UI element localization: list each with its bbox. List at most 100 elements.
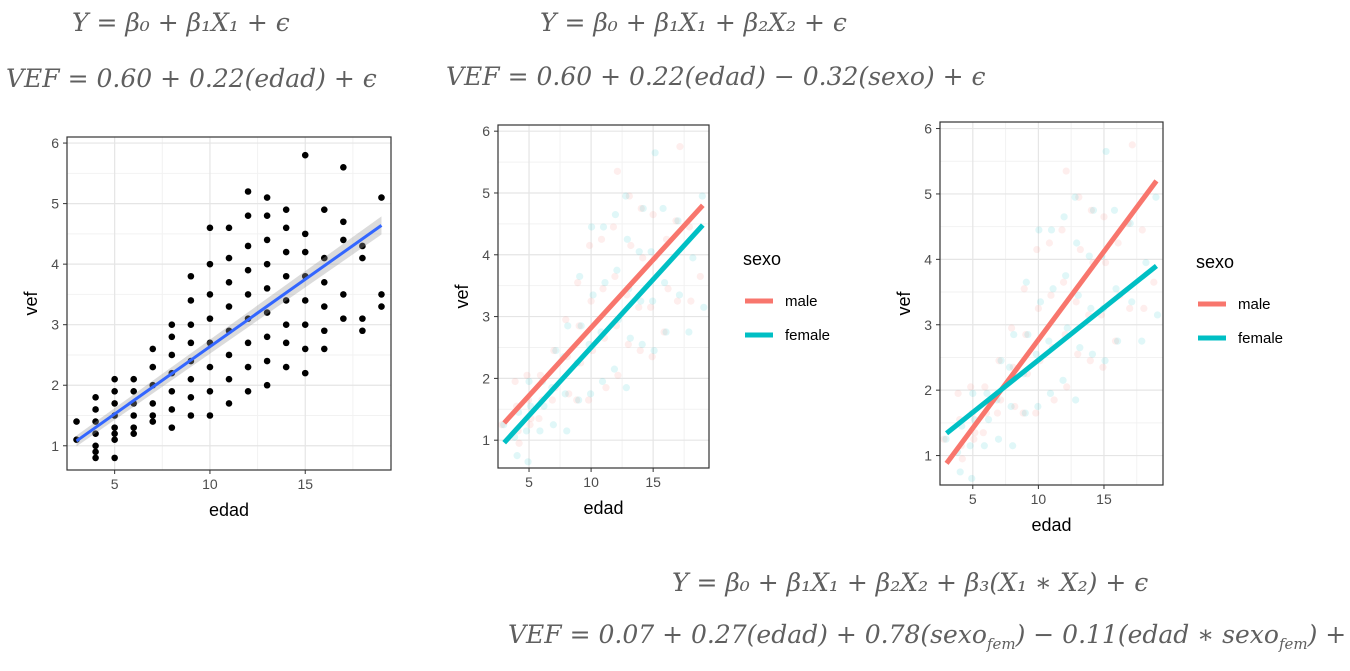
data-point-faint: [1007, 402, 1015, 411]
data-point-faint: [993, 409, 1002, 417]
data-point-faint: [1032, 409, 1040, 417]
data-point-faint: [700, 303, 708, 311]
data-point-faint: [979, 429, 987, 437]
data-point: [244, 242, 252, 250]
data-point-faint: [1111, 337, 1120, 345]
x-axis-title: edad: [583, 498, 623, 518]
y-tick-label: 2: [924, 382, 932, 398]
data-point: [187, 272, 195, 280]
data-point-faint: [562, 316, 570, 324]
data-point-faint: [511, 377, 519, 386]
data-point-faint: [1047, 226, 1056, 234]
data-point: [301, 321, 309, 328]
data-point: [378, 291, 385, 298]
data-point-faint: [685, 328, 693, 336]
data-point-faint: [968, 474, 976, 483]
data-point-faint: [674, 217, 682, 225]
data-point-faint: [575, 396, 583, 404]
data-point-faint: [1072, 298, 1080, 306]
data-point: [187, 339, 195, 347]
formula-model-interaction: Y = β₀ + β₁X₁ + β₂X₂ + β₃(X₁ ∗ X₂) + ϵ: [672, 568, 1149, 597]
data-point-faint: [625, 192, 633, 200]
data-point-faint: [675, 291, 684, 299]
y-tick-label: 2: [482, 370, 490, 386]
data-point: [130, 424, 138, 431]
data-point-faint: [1101, 259, 1110, 267]
data-point: [282, 339, 290, 347]
data-point-faint: [1005, 363, 1014, 371]
data-point-faint: [515, 439, 523, 447]
data-point: [206, 260, 214, 268]
data-point-faint: [647, 248, 655, 256]
data-point-faint: [1088, 350, 1097, 358]
data-point-faint: [611, 211, 620, 219]
data-point: [263, 357, 271, 365]
panel-border: [939, 121, 1164, 486]
data-point-faint: [1110, 206, 1119, 214]
data-point: [206, 291, 214, 298]
y-tick-label: 6: [924, 121, 932, 137]
formula-vef-interaction-part1: VEF = 0.07 + 0.27(edad) + 0.78(sexo: [508, 620, 987, 649]
formula-vef-two-vars: VEF = 0.60 + 0.22(edad) − 0.32(sexo) + ϵ: [446, 62, 986, 91]
data-point-faint: [1049, 285, 1057, 293]
legend-label-female: female: [785, 327, 830, 344]
data-point-faint: [613, 167, 622, 175]
formula-vef-interaction-part3: ) + ϵ: [1307, 620, 1350, 649]
data-point: [73, 418, 80, 425]
panel-border: [497, 124, 710, 469]
data-point-faint: [610, 365, 619, 373]
formula-model-simple: Y = β₀ + β₁X₁ + ϵ: [72, 8, 290, 37]
data-point-faint: [523, 371, 531, 379]
chart-panel-2: 5 10 15 1 2 3 4 5 6 edad vef sexo male female: [452, 123, 830, 518]
data-point-faint: [659, 204, 667, 213]
data-point: [244, 266, 252, 274]
data-point-faint: [647, 303, 655, 311]
data-point: [378, 194, 385, 201]
data-point: [149, 412, 157, 419]
y-tick-label: 3: [924, 317, 932, 333]
data-point: [282, 272, 290, 280]
data-point-faint: [1019, 409, 1027, 417]
data-point-faint: [981, 383, 989, 391]
y-tick-label: 6: [482, 123, 490, 139]
data-point: [359, 315, 366, 322]
data-point-faint: [1087, 304, 1095, 313]
y-tick-label: 1: [924, 448, 932, 464]
data-point-faint: [673, 297, 682, 305]
regression-line: [75, 224, 383, 443]
y-tick-label: 1: [51, 438, 59, 454]
data-point-faint: [536, 371, 545, 379]
data-point-faint: [635, 303, 643, 311]
x-tick-label: 5: [111, 476, 119, 492]
data-point: [282, 297, 290, 304]
data-point: [92, 418, 99, 425]
data-point: [206, 315, 214, 322]
data-point: [92, 442, 99, 450]
data-point-faint: [1075, 193, 1083, 201]
data-point-faint: [637, 297, 645, 305]
data-point-faint: [1099, 363, 1107, 371]
data-point: [244, 339, 252, 347]
data-point-faint: [536, 427, 544, 435]
data-point-faint: [662, 328, 670, 336]
data-point-faint: [1032, 350, 1040, 358]
data-point: [359, 327, 366, 335]
data-point-faint: [698, 192, 706, 200]
data-point-faint: [609, 223, 618, 231]
x-tick-label: 15: [645, 474, 661, 490]
data-point-faint: [563, 427, 571, 435]
x-tick-label: 5: [525, 474, 533, 490]
data-point-faint: [660, 278, 669, 287]
data-point-faint: [1035, 226, 1043, 234]
data-point: [92, 454, 99, 462]
data-point: [301, 248, 309, 256]
data-point-faint: [564, 322, 572, 330]
data-point-faint: [1101, 357, 1109, 365]
data-point-faint: [1089, 206, 1098, 214]
data-point-faint: [1138, 337, 1146, 345]
data-point-faint: [1011, 402, 1019, 411]
data-point: [301, 345, 309, 353]
data-point-faint: [958, 455, 966, 463]
data-point-faint: [573, 396, 581, 404]
